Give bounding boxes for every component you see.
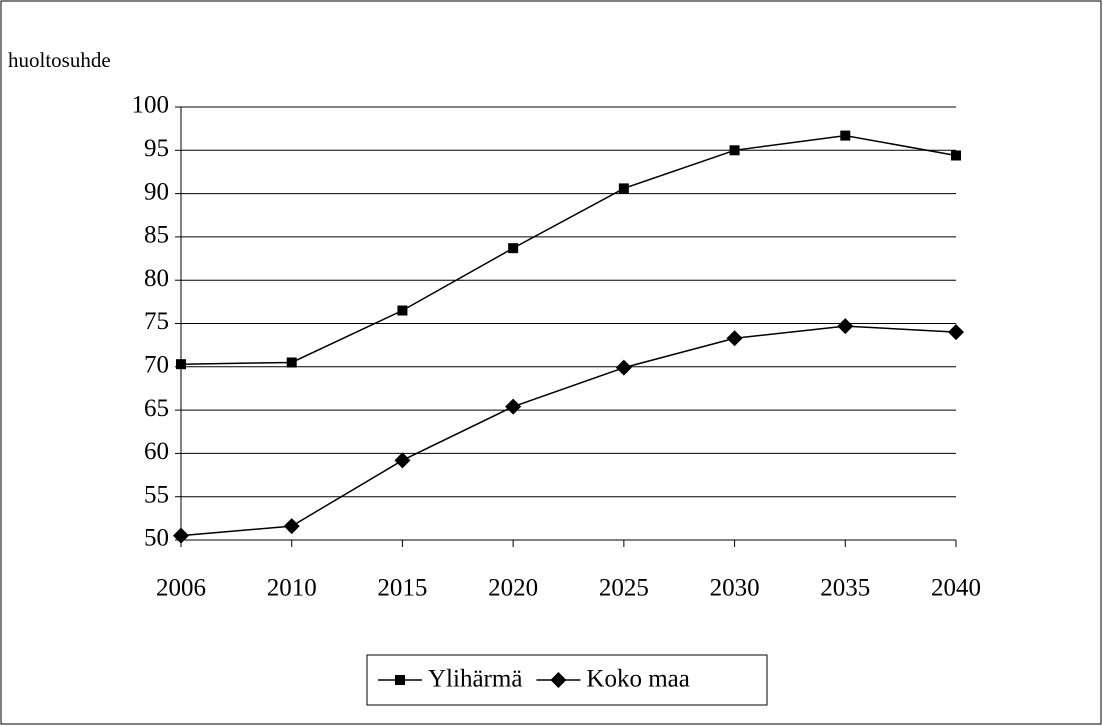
marker xyxy=(173,527,189,544)
y-tick-label: 65 xyxy=(144,395,169,422)
y-tick-label: 90 xyxy=(144,178,169,205)
marker xyxy=(615,359,632,376)
y-tick-label: 55 xyxy=(144,481,169,508)
marker xyxy=(394,452,411,469)
series-line xyxy=(180,134,957,365)
marker xyxy=(283,518,300,535)
y-axis-label: huoltosuhde xyxy=(8,48,111,72)
x-tick-label: 2020 xyxy=(488,575,538,602)
x-tick-label: 2040 xyxy=(931,575,981,602)
y-tick-label: 70 xyxy=(144,352,169,379)
y-tick-label: 75 xyxy=(144,308,169,335)
marker xyxy=(951,150,961,161)
marker xyxy=(508,243,519,254)
x-tick-label: 2006 xyxy=(156,575,206,602)
y-tick-label: 85 xyxy=(144,222,169,249)
marker xyxy=(948,324,964,341)
marker xyxy=(837,318,854,335)
x-tick-label: 2030 xyxy=(710,575,760,602)
x-tick-label: 2015 xyxy=(377,575,427,602)
series-line xyxy=(180,325,957,537)
marker xyxy=(840,130,851,141)
marker xyxy=(726,330,743,347)
marker xyxy=(176,359,186,370)
marker xyxy=(395,675,405,685)
x-tick-label: 2025 xyxy=(599,575,649,602)
y-tick-label: 100 xyxy=(132,92,170,119)
legend-label: Koko maa xyxy=(586,666,689,693)
legend-label: Ylihärmä xyxy=(428,666,522,693)
y-tick-label: 80 xyxy=(144,265,169,292)
marker xyxy=(729,145,740,156)
marker xyxy=(618,183,629,194)
marker xyxy=(505,398,522,415)
y-tick-label: 50 xyxy=(144,525,169,552)
legend: Ylihärmä Koko maa xyxy=(366,654,768,706)
marker xyxy=(550,672,567,688)
marker xyxy=(286,357,297,368)
x-tick-label: 2035 xyxy=(820,575,870,602)
y-tick-label: 95 xyxy=(144,135,169,162)
y-tick-label: 60 xyxy=(144,438,169,465)
marker xyxy=(397,305,408,316)
x-tick-label: 2010 xyxy=(267,575,317,602)
